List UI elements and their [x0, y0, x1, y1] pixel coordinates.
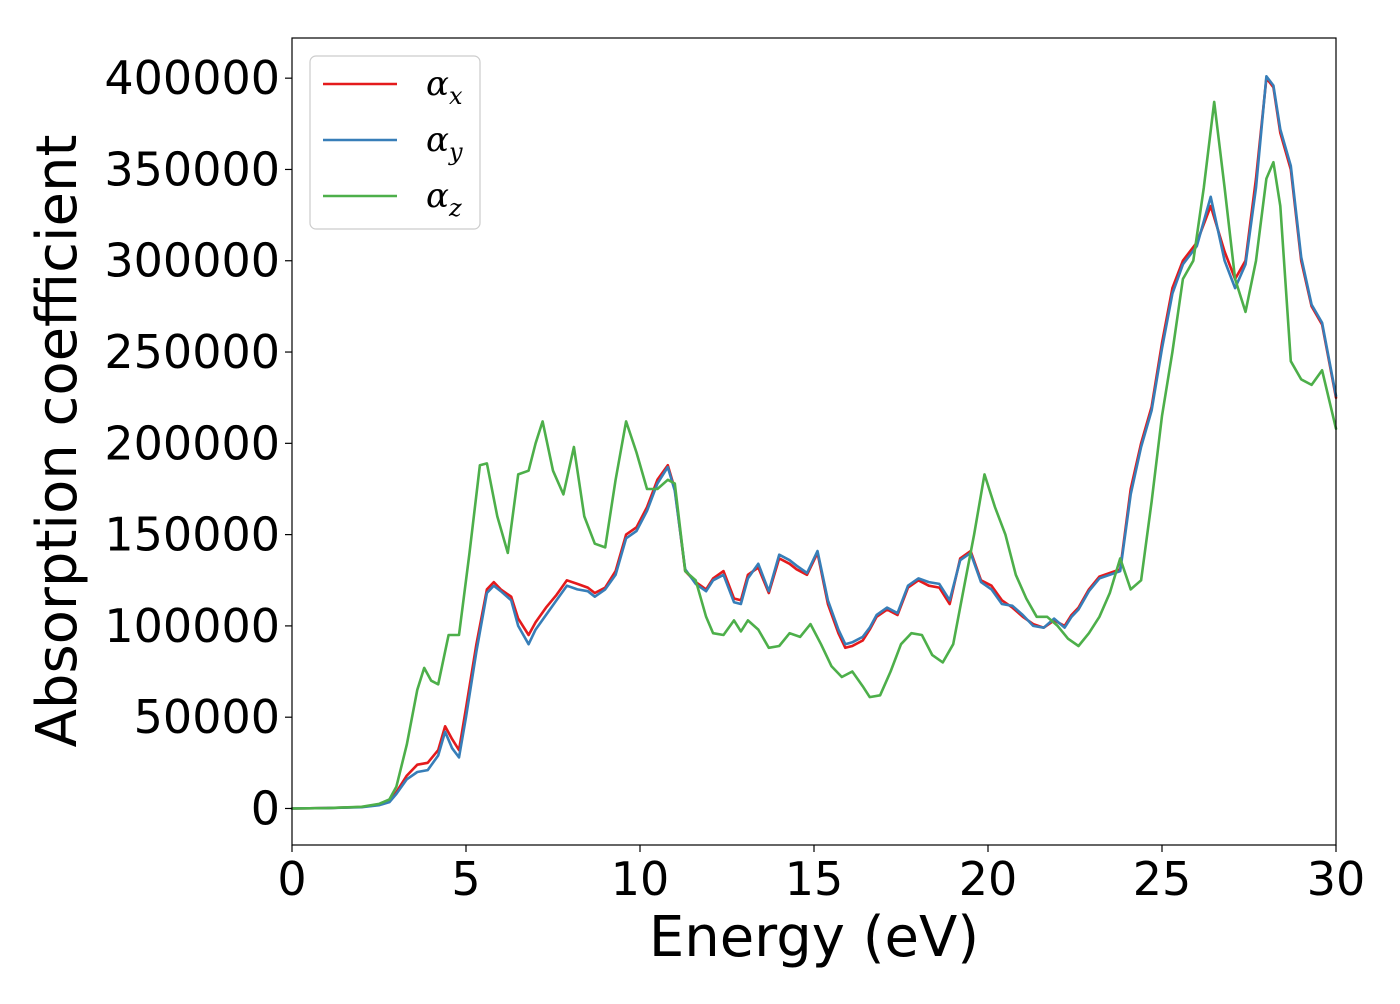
- y-axis-ticks: 0 50000 100000 150000 200000 250000 300000 3500…: [104, 51, 292, 835]
- x-tick-label: 30: [1307, 852, 1366, 906]
- y-tick-label: 100000: [104, 599, 280, 653]
- legend-box: [309, 55, 481, 230]
- y-tick-label: 200000: [104, 416, 280, 470]
- y-tick-label: 350000: [104, 142, 280, 196]
- x-tick-label: 0: [277, 852, 306, 906]
- x-tick-label: 15: [785, 852, 844, 906]
- plot-lines: [290, 75, 1338, 810]
- series-line-z: [290, 100, 1338, 810]
- y-tick-label: 0: [251, 781, 280, 835]
- y-tick-label: 50000: [134, 690, 280, 744]
- y-tick-label: 250000: [104, 325, 280, 379]
- y-tick-label: 400000: [104, 51, 280, 105]
- x-tick-label: 25: [1133, 852, 1192, 906]
- y-axis-label: Absorption coefficient: [25, 135, 90, 748]
- x-tick-label: 10: [611, 852, 670, 906]
- x-axis-label: Energy (eV): [649, 905, 979, 970]
- legend-label-y: αy: [426, 120, 463, 166]
- legend: αx αy αz: [309, 55, 481, 230]
- y-tick-label: 300000: [104, 234, 280, 288]
- y-tick-label: 150000: [104, 508, 280, 562]
- series-line-y: [290, 75, 1338, 810]
- legend-label-x: αx: [426, 64, 463, 110]
- legend-label-z: αz: [426, 176, 462, 222]
- x-tick-label: 5: [451, 852, 480, 906]
- x-axis-ticks: 0 5 10 15 20 25 30: [277, 845, 1365, 906]
- x-tick-label: 20: [959, 852, 1018, 906]
